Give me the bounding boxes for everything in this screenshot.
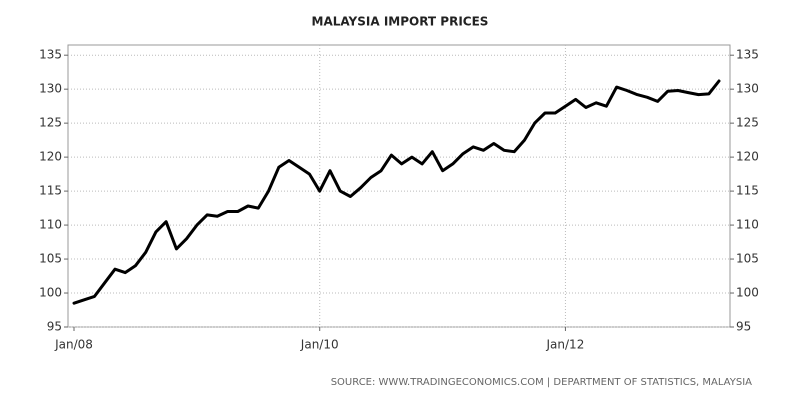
data-line	[72, 79, 721, 305]
y2-tick-label: 130	[736, 82, 759, 96]
x-tick-label: Jan/12	[546, 338, 585, 352]
y2-tick-label: 120	[736, 150, 759, 164]
y-tick-label: 105	[39, 252, 62, 266]
x-tick-label: Jan/10	[300, 338, 339, 352]
y2-tick-label: 105	[736, 252, 759, 266]
x-tick-label: Jan/08	[54, 338, 93, 352]
y2-tick-label: 110	[736, 218, 759, 232]
y2-tick-label: 100	[736, 286, 759, 300]
y-tick-label: 125	[39, 116, 62, 130]
y-tick-label: 110	[39, 218, 62, 232]
y-tick-label: 100	[39, 286, 62, 300]
y-tick-label: 95	[47, 320, 62, 334]
y2-tick-label: 135	[736, 48, 759, 62]
source: SOURCE: WWW.TRADINGECONOMICS.COM | DEPAR…	[331, 377, 752, 388]
chart-title: MALAYSIA IMPORT PRICES	[312, 15, 489, 29]
y2-tick-label: 125	[736, 116, 759, 130]
y-tick-label: 130	[39, 82, 62, 96]
y2-tick-label: 115	[736, 184, 759, 198]
y-tick-label: 115	[39, 184, 62, 198]
y-tick-label: 135	[39, 48, 62, 62]
y-tick-label: 120	[39, 150, 62, 164]
plot-frame	[67, 44, 731, 328]
y2-tick-label: 95	[736, 320, 751, 334]
